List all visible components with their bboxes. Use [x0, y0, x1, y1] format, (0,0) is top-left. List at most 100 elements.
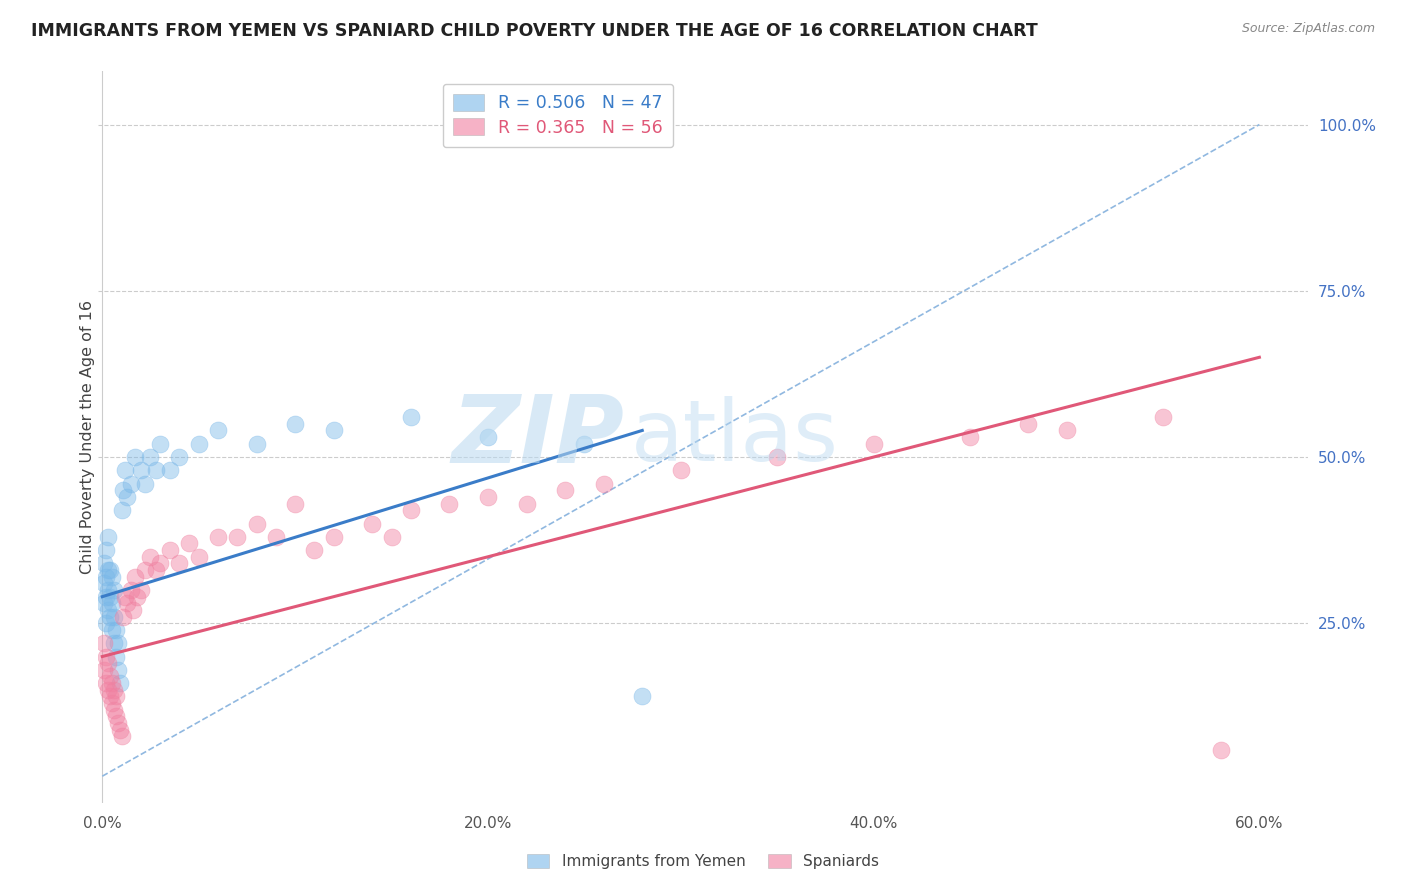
- Point: [177, 536, 200, 550]
- Text: IMMIGRANTS FROM YEMEN VS SPANIARD CHILD POVERTY UNDER THE AGE OF 16 CORRELATION : IMMIGRANTS FROM YEMEN VS SPANIARD CHILD …: [31, 22, 1038, 40]
- Point: [94, 616, 117, 631]
- Point: [322, 424, 344, 438]
- Point: [959, 430, 981, 444]
- Point: [93, 663, 115, 677]
- Point: [98, 590, 121, 604]
- Y-axis label: Child Poverty Under the Age of 16: Child Poverty Under the Age of 16: [80, 300, 94, 574]
- Point: [94, 570, 117, 584]
- Point: [477, 490, 499, 504]
- Point: [101, 596, 124, 610]
- Point: [554, 483, 576, 498]
- Point: [1209, 742, 1232, 756]
- Point: [439, 497, 461, 511]
- Text: atlas: atlas: [630, 395, 838, 479]
- Point: [101, 676, 124, 690]
- Point: [101, 623, 124, 637]
- Point: [107, 636, 129, 650]
- Point: [117, 490, 139, 504]
- Point: [93, 596, 115, 610]
- Point: [108, 723, 131, 737]
- Point: [284, 417, 307, 431]
- Point: [169, 557, 191, 571]
- Point: [94, 649, 117, 664]
- Point: [766, 450, 789, 464]
- Point: [245, 436, 267, 450]
- Point: [107, 716, 129, 731]
- Point: [399, 410, 422, 425]
- Point: [631, 690, 654, 704]
- Point: [103, 682, 125, 697]
- Point: [515, 497, 537, 511]
- Point: [98, 690, 121, 704]
- Point: [94, 590, 117, 604]
- Point: [97, 682, 120, 697]
- Point: [159, 463, 181, 477]
- Point: [149, 557, 172, 571]
- Point: [93, 576, 115, 591]
- Point: [97, 563, 120, 577]
- Point: [245, 516, 267, 531]
- Point: [169, 450, 191, 464]
- Point: [114, 463, 136, 477]
- Point: [477, 430, 499, 444]
- Legend: Immigrants from Yemen, Spaniards: Immigrants from Yemen, Spaniards: [520, 848, 886, 875]
- Point: [94, 543, 117, 558]
- Point: [103, 609, 125, 624]
- Text: Source: ZipAtlas.com: Source: ZipAtlas.com: [1241, 22, 1375, 36]
- Point: [107, 663, 129, 677]
- Point: [139, 450, 162, 464]
- Point: [124, 450, 146, 464]
- Point: [862, 436, 884, 450]
- Text: ZIP: ZIP: [451, 391, 624, 483]
- Point: [139, 549, 162, 564]
- Point: [103, 582, 125, 597]
- Point: [97, 530, 120, 544]
- Point: [125, 590, 148, 604]
- Point: [97, 582, 120, 597]
- Point: [98, 669, 121, 683]
- Point: [97, 656, 120, 670]
- Point: [122, 603, 145, 617]
- Point: [104, 690, 127, 704]
- Point: [207, 424, 229, 438]
- Point: [98, 563, 121, 577]
- Point: [1056, 424, 1078, 438]
- Point: [1017, 417, 1039, 431]
- Point: [103, 703, 125, 717]
- Point: [93, 557, 115, 571]
- Point: [207, 530, 229, 544]
- Point: [94, 676, 117, 690]
- Point: [159, 543, 181, 558]
- Point: [104, 649, 127, 664]
- Point: [149, 436, 172, 450]
- Point: [592, 476, 614, 491]
- Point: [117, 596, 139, 610]
- Point: [145, 463, 167, 477]
- Point: [264, 530, 287, 544]
- Point: [134, 563, 156, 577]
- Point: [97, 603, 120, 617]
- Point: [110, 503, 132, 517]
- Point: [103, 636, 125, 650]
- Point: [380, 530, 402, 544]
- Point: [101, 570, 124, 584]
- Point: [669, 463, 692, 477]
- Point: [134, 476, 156, 491]
- Point: [187, 436, 209, 450]
- Point: [226, 530, 249, 544]
- Point: [110, 729, 132, 743]
- Point: [304, 543, 326, 558]
- Point: [284, 497, 307, 511]
- Point: [322, 530, 344, 544]
- Point: [187, 549, 209, 564]
- Point: [101, 696, 124, 710]
- Point: [120, 582, 142, 597]
- Point: [124, 570, 146, 584]
- Legend: R = 0.506   N = 47, R = 0.365   N = 56: R = 0.506 N = 47, R = 0.365 N = 56: [443, 84, 673, 147]
- Point: [399, 503, 422, 517]
- Point: [104, 709, 127, 723]
- Point: [574, 436, 596, 450]
- Point: [104, 623, 127, 637]
- Point: [129, 463, 152, 477]
- Point: [112, 609, 135, 624]
